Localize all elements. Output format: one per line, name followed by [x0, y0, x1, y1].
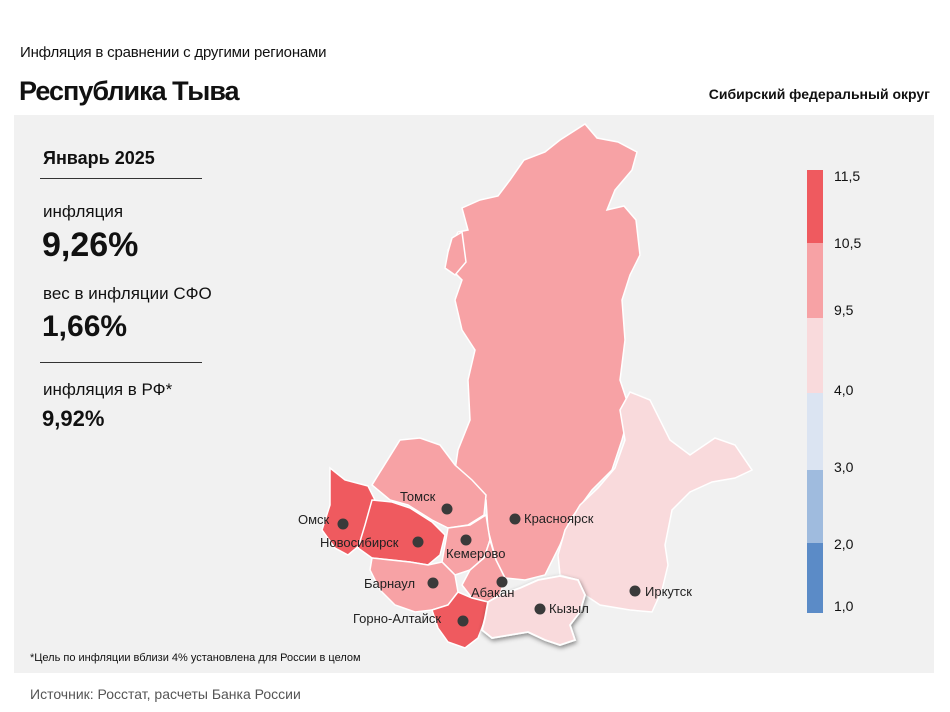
- legend-band-lower: [807, 470, 823, 543]
- divider-top: [40, 178, 202, 179]
- inflation-label: инфляция: [43, 202, 124, 221]
- city-irkutsk: Иркутск: [629, 584, 692, 599]
- legend-band-mid: [807, 318, 823, 393]
- source-note: Источник: Росстат, расчеты Банка России: [30, 686, 301, 702]
- city-krasnoyarsk: Красноярск: [509, 511, 594, 526]
- legend-tick: 3,0: [834, 459, 854, 475]
- city-abakan: Абакан: [471, 576, 514, 600]
- region-tuva: [480, 575, 586, 646]
- region-irkutsk: [557, 391, 754, 613]
- chart-subtitle: Инфляция в сравнении с другими регионами: [20, 44, 327, 61]
- svg-text:Красноярск: Красноярск: [524, 511, 594, 526]
- period-label: Январь 2025: [43, 148, 155, 168]
- weight-label: вес в инфляции СФО: [43, 284, 212, 303]
- legend-band-lowest: [807, 543, 823, 613]
- svg-text:Иркутск: Иркутск: [645, 584, 692, 599]
- svg-text:Абакан: Абакан: [471, 585, 514, 600]
- district-label: Сибирский федеральный округ: [708, 86, 930, 102]
- city-kyzyl: Кызыл: [534, 601, 589, 616]
- weight-value: 1,66%: [42, 310, 128, 343]
- legend-tick: 10,5: [834, 235, 862, 251]
- city-novosibirsk: Новосибирск: [320, 535, 424, 550]
- legend-tick: 9,5: [834, 302, 854, 318]
- city-omsk: Омск: [298, 512, 349, 530]
- legend-tick: 4,0: [834, 382, 854, 398]
- color-legend: [807, 170, 823, 613]
- legend-tick: 1,0: [834, 598, 854, 614]
- divider-bottom: [40, 362, 202, 363]
- svg-text:Горно-Алтайск: Горно-Алтайск: [353, 611, 441, 626]
- svg-text:Кызыл: Кызыл: [549, 601, 589, 616]
- region-krasnoyarsk-inlet: [444, 230, 467, 277]
- rf-inflation-label: инфляция в РФ*: [43, 380, 173, 399]
- city-gorno-altaysk: Горно-Алтайск: [353, 611, 469, 627]
- svg-text:Барнаул: Барнаул: [364, 576, 415, 591]
- svg-text:Томск: Томск: [400, 489, 436, 504]
- svg-text:Кемерово: Кемерово: [446, 546, 505, 561]
- region-tomsk: [371, 437, 487, 529]
- footnote: *Цель по инфляции вблизи 4% установлена …: [30, 652, 361, 664]
- legend-band-mid-high: [807, 243, 823, 318]
- city-kemerovo: Кемерово: [446, 534, 505, 561]
- city-barnaul: Барнаул: [364, 576, 439, 591]
- svg-text:Новосибирск: Новосибирск: [320, 535, 399, 550]
- legend-tick: 2,0: [834, 536, 854, 552]
- city-tomsk: Томск: [400, 489, 453, 515]
- legend-band-high: [807, 170, 823, 243]
- region-title: Республика Тыва: [19, 76, 240, 106]
- rf-inflation-value: 9,92%: [42, 406, 105, 431]
- legend-band-low: [807, 393, 823, 470]
- svg-text:Омск: Омск: [298, 512, 330, 527]
- legend-tick: 11,5: [834, 168, 861, 184]
- inflation-value: 9,26%: [42, 226, 139, 264]
